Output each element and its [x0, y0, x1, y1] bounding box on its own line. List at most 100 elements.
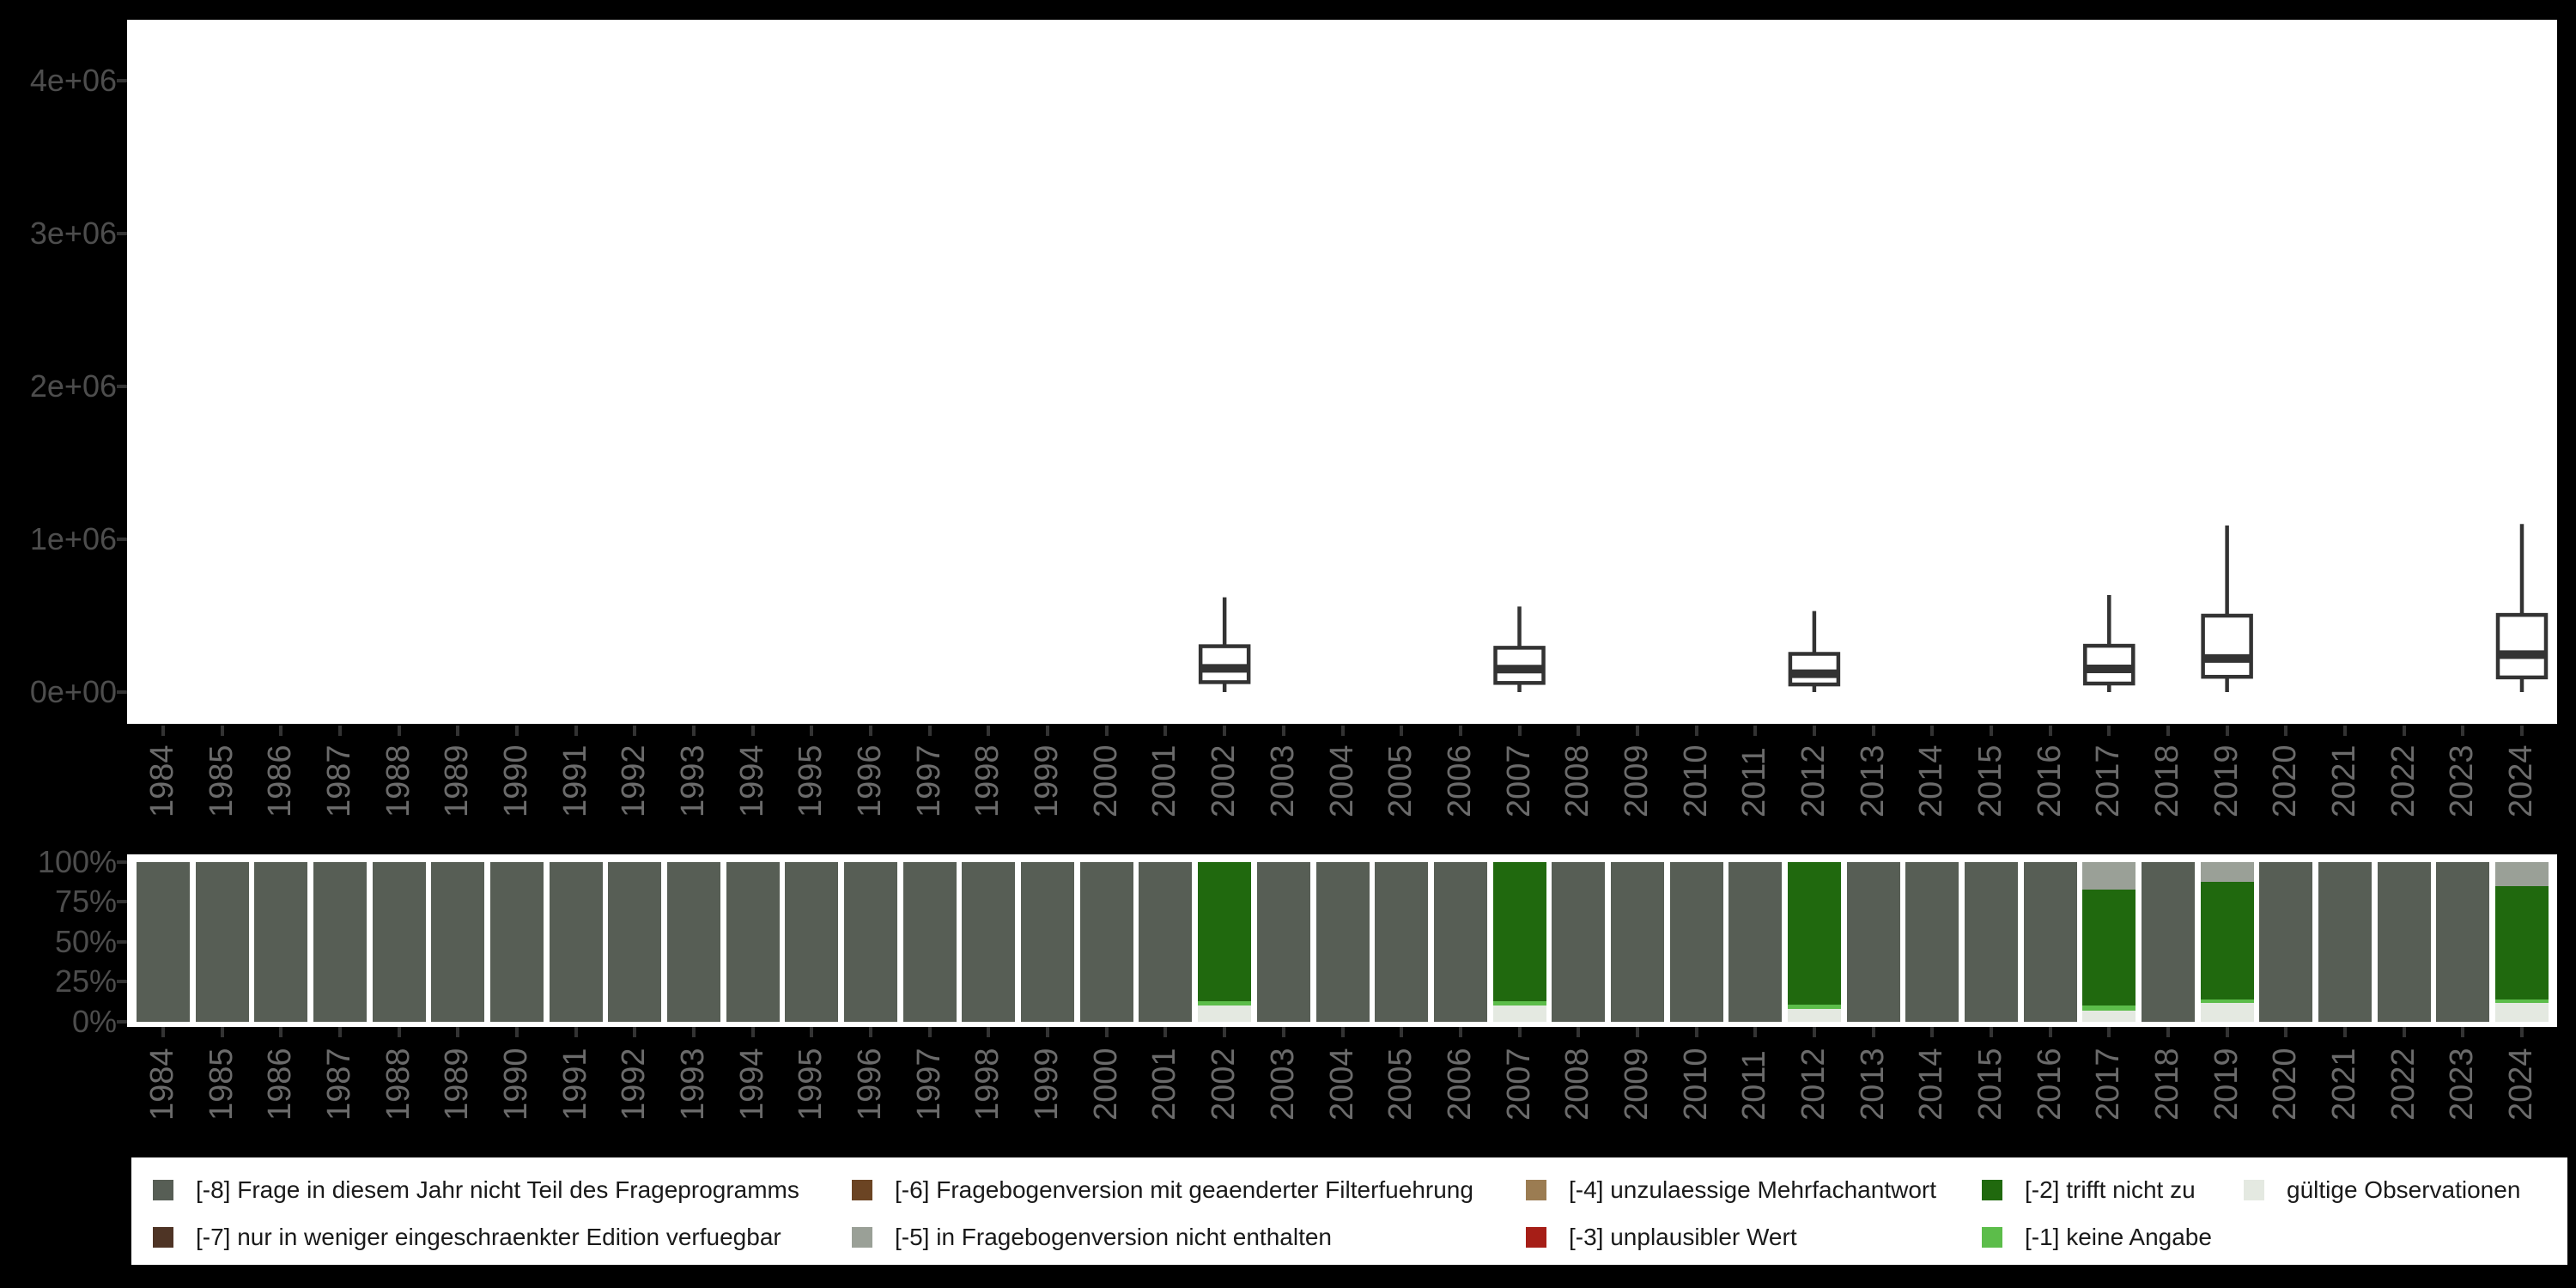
percent-axis-tick-label: 75% — [54, 884, 117, 919]
bottom-x-axis-year-label: 1985 — [203, 1048, 240, 1121]
top-x-axis-year-label: 2017 — [2090, 744, 2127, 817]
bar-2024-segment--1 — [2495, 999, 2549, 1003]
top-x-axis-year-label: 1998 — [969, 744, 1006, 817]
bottom-x-axis-year-label: 2019 — [2208, 1048, 2245, 1121]
bottom-x-axis-tick — [633, 1027, 637, 1037]
bar-2007-segment-valid — [1492, 1005, 1546, 1022]
top-x-axis-tick — [1577, 726, 1581, 736]
top-x-axis-year-label: 1994 — [733, 744, 770, 817]
bottom-x-axis-tick — [2461, 1027, 2465, 1037]
bar-2024-segment--2 — [2495, 885, 2549, 999]
bottom-x-axis-year-label: 1984 — [144, 1048, 180, 1121]
bar-2019-segment--2 — [2200, 882, 2254, 999]
bottom-x-axis-year-label: 2024 — [2503, 1048, 2539, 1121]
bar-2014-segment--8 — [1905, 862, 1959, 1022]
bar-2003-segment--8 — [1256, 862, 1310, 1022]
y-axis-tick — [117, 538, 127, 541]
bottom-x-axis-year-label: 1990 — [498, 1048, 535, 1121]
bottom-x-axis-year-label: 2005 — [1382, 1048, 1419, 1121]
bottom-x-axis-tick — [220, 1027, 224, 1037]
legend-swatch--7 — [153, 1227, 173, 1248]
top-x-axis-year-label: 2012 — [1795, 744, 1832, 817]
top-x-axis-year-label: 2018 — [2148, 744, 2185, 817]
bottom-x-axis-tick — [397, 1027, 401, 1037]
legend-label--6: [-6] Fragebogenversion mit geaenderter F… — [895, 1176, 1473, 1203]
bar-2024-segment--5 — [2495, 862, 2549, 886]
percent-axis-tick — [117, 1019, 127, 1024]
bar-2019-segment-valid — [2200, 1002, 2254, 1022]
bottom-x-axis-tick — [810, 1027, 814, 1037]
bottom-x-axis-year-label: 2009 — [1618, 1048, 1655, 1121]
bar-1996-segment--8 — [844, 862, 898, 1022]
top-x-axis-year-label: 2014 — [1913, 744, 1950, 817]
bar-1990-segment--8 — [490, 862, 544, 1022]
bottom-x-axis-tick — [1223, 1027, 1227, 1037]
top-x-axis-tick — [692, 726, 696, 736]
bottom-x-axis-year-label: 2015 — [1971, 1048, 2008, 1121]
bottom-x-axis-tick — [1340, 1027, 1345, 1037]
top-x-axis-year-label: 1997 — [910, 744, 947, 817]
bottom-x-axis-year-label: 2008 — [1559, 1048, 1596, 1121]
bottom-x-axis-year-label: 2020 — [2267, 1048, 2304, 1121]
bottom-x-axis-tick — [1517, 1027, 1522, 1037]
bottom-x-axis-tick — [161, 1027, 165, 1037]
bottom-x-axis-year-label: 2010 — [1677, 1048, 1714, 1121]
legend-label--1: [-1] keine Angabe — [2025, 1224, 2212, 1250]
percent-axis-tick — [117, 900, 127, 903]
bottom-x-axis-year-label: 2016 — [2031, 1048, 2068, 1121]
percent-axis-tick — [117, 939, 127, 944]
bottom-x-axis-year-label: 1987 — [321, 1048, 358, 1121]
bottom-x-axis-tick — [2107, 1027, 2111, 1037]
bar-2009-segment--8 — [1610, 862, 1664, 1022]
top-x-axis-year-label: 1996 — [852, 744, 889, 817]
top-x-axis-year-label: 1984 — [144, 744, 180, 817]
top-x-axis-tick — [1400, 726, 1404, 736]
top-x-axis-tick — [279, 726, 283, 736]
bottom-x-axis-tick — [2225, 1027, 2229, 1037]
top-x-axis-tick — [927, 726, 932, 736]
bottom-x-axis-year-label: 1993 — [675, 1048, 712, 1121]
bar-2007-segment--2 — [1492, 862, 1546, 1001]
y-axis-tick-label: 3e+06 — [29, 216, 117, 251]
top-x-axis-tick — [1458, 726, 1462, 736]
top-x-axis-tick — [1104, 726, 1109, 736]
top-x-axis-year-label: 2013 — [1854, 744, 1891, 817]
top-x-axis-tick — [574, 726, 578, 736]
legend-label--2: [-2] trifft nicht zu — [2025, 1176, 2196, 1203]
bottom-x-axis-tick — [2402, 1027, 2406, 1037]
bottom-x-axis-year-label: 1998 — [969, 1048, 1006, 1121]
top-x-axis-year-label: 1993 — [675, 744, 712, 817]
top-x-axis-year-label: 2015 — [1971, 744, 2008, 817]
top-x-axis-tick — [1930, 726, 1935, 736]
top-x-axis-tick — [2107, 726, 2111, 736]
top-x-axis-year-label: 2002 — [1206, 744, 1242, 817]
top-x-axis-tick — [2520, 726, 2524, 736]
y-axis-tick-label: 4e+06 — [29, 63, 117, 98]
legend-swatch--6 — [852, 1180, 872, 1200]
bar-2004-segment--8 — [1315, 862, 1370, 1022]
bar-2006-segment--8 — [1433, 862, 1487, 1022]
top-x-axis-tick — [869, 726, 873, 736]
top-x-axis-tick — [633, 726, 637, 736]
bar-1994-segment--8 — [726, 862, 780, 1022]
top-x-axis-tick — [161, 726, 165, 736]
top-x-axis-year-label: 2001 — [1146, 744, 1183, 817]
bottom-x-axis-tick — [1871, 1027, 1875, 1037]
bottom-x-axis-year-label: 2004 — [1323, 1048, 1360, 1121]
top-x-axis-year-label: 1991 — [556, 744, 593, 817]
percent-axis-tick-label: 100% — [37, 843, 117, 879]
top-x-axis-year-label: 2009 — [1618, 744, 1655, 817]
top-x-axis-year-label: 1992 — [616, 744, 653, 817]
bar-1988-segment--8 — [372, 862, 426, 1022]
bottom-x-axis-tick — [574, 1027, 578, 1037]
bottom-x-axis-year-label: 2023 — [2444, 1048, 2481, 1121]
top-x-axis-tick — [2402, 726, 2406, 736]
bar-2017-segment-valid — [2082, 1010, 2136, 1022]
bottom-x-axis-year-label: 2002 — [1206, 1048, 1242, 1121]
top-x-axis-year-label: 1995 — [793, 744, 829, 817]
bar-2000-segment--8 — [1079, 862, 1133, 1022]
bottom-x-axis-tick — [279, 1027, 283, 1037]
bar-2019-segment--1 — [2200, 999, 2254, 1003]
bottom-x-axis-tick — [1812, 1027, 1816, 1037]
bar-2017-segment--2 — [2082, 889, 2136, 1006]
